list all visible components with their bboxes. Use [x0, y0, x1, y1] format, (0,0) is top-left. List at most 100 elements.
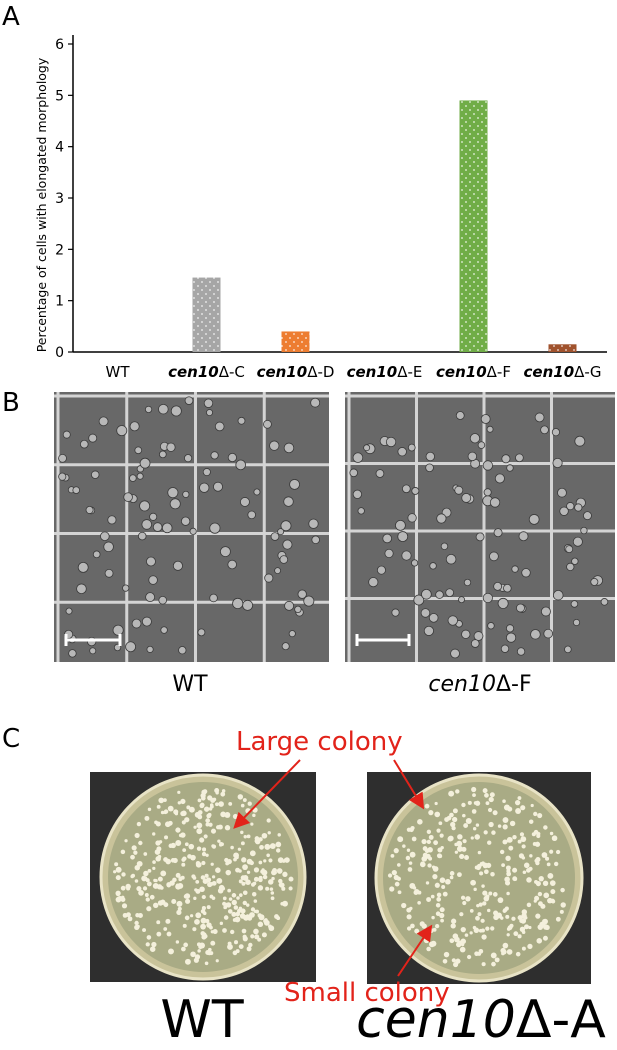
yeast-colony — [167, 805, 174, 812]
yeast-colony — [421, 838, 427, 845]
yeast-colony — [474, 834, 481, 840]
yeast-cell — [184, 454, 193, 463]
x-tick-label: cen10Δ-E — [347, 363, 423, 381]
yeast-colony — [230, 845, 234, 850]
yeast-colony — [242, 890, 248, 896]
yeast-colony — [258, 860, 263, 865]
yeast-cell — [182, 490, 190, 498]
yeast-colony — [145, 897, 150, 902]
yeast-colony — [508, 845, 514, 851]
yeast-colony — [434, 811, 441, 818]
yeast-colony — [195, 861, 201, 866]
yeast-cell — [445, 553, 457, 565]
yeast-colony — [409, 827, 414, 833]
yeast-colony — [121, 872, 126, 877]
x-tick-label: cen10Δ-F — [436, 363, 511, 381]
yeast-colony — [534, 895, 540, 901]
yeast-cell — [146, 556, 156, 567]
yeast-colony — [200, 917, 207, 924]
yeast-colony — [243, 835, 247, 839]
yeast-colony — [210, 862, 214, 866]
yeast-colony — [200, 923, 206, 930]
yeast-colony — [489, 792, 495, 798]
yeast-cell — [123, 492, 133, 502]
yeast-colony — [178, 877, 182, 882]
yeast-colony — [463, 823, 469, 828]
yeast-cell — [454, 485, 464, 495]
yeast-colony — [535, 913, 541, 919]
yeast-cell — [159, 450, 167, 459]
yeast-colony — [472, 826, 477, 831]
y-axis-label: Percentage of cells with elongated morph… — [34, 57, 49, 352]
yeast-colony — [541, 852, 548, 858]
yeast-cell — [564, 645, 572, 654]
yeast-colony — [200, 909, 206, 914]
yeast-colony — [505, 865, 511, 871]
yeast-colony — [389, 886, 395, 892]
yeast-colony — [247, 801, 252, 806]
yeast-colony — [427, 847, 433, 853]
yeast-colony — [181, 946, 186, 952]
yeast-colony — [426, 829, 432, 834]
yeast-colony — [146, 881, 152, 887]
yeast-colony — [490, 872, 495, 877]
yeast-cell — [506, 464, 514, 472]
yeast-colony — [521, 946, 526, 951]
yeast-colony — [175, 940, 180, 944]
yeast-cell — [282, 539, 293, 550]
yeast-colony — [512, 876, 518, 882]
yeast-colony — [266, 853, 270, 858]
yeast-colony — [212, 928, 218, 935]
yeast-colony — [452, 808, 458, 814]
yeast-colony — [152, 883, 159, 889]
yeast-colony — [238, 879, 243, 884]
yeast-colony — [470, 836, 474, 840]
yeast-colony — [209, 894, 214, 899]
yeast-colony — [206, 877, 212, 883]
yeast-colony — [268, 925, 275, 932]
yeast-colony — [120, 885, 126, 891]
yeast-colony — [122, 912, 128, 918]
yeast-colony — [502, 909, 507, 913]
yeast-colony — [145, 878, 150, 883]
y-tick-label: 2 — [55, 242, 64, 258]
yeast-colony — [481, 962, 486, 967]
yeast-cell — [428, 613, 439, 623]
yeast-cell — [352, 489, 363, 499]
yeast-colony — [523, 862, 530, 869]
yeast-colony — [455, 789, 460, 794]
y-tick-label: 0 — [55, 345, 64, 361]
yeast-cell — [411, 559, 419, 567]
yeast-colony — [526, 868, 531, 873]
yeast-cell — [283, 496, 294, 507]
yeast-colony — [176, 909, 182, 916]
yeast-colony — [233, 905, 239, 910]
yeast-colony — [549, 849, 554, 854]
yeast-colony — [512, 867, 518, 873]
micrograph-label-cen10-f: cen10Δ-F — [428, 672, 532, 697]
yeast-colony — [232, 950, 238, 956]
yeast-colony — [220, 811, 226, 818]
yeast-colony — [542, 935, 548, 941]
yeast-colony — [246, 946, 252, 952]
panel-letter-b: B — [2, 388, 20, 418]
yeast-colony — [271, 876, 275, 881]
yeast-colony — [433, 840, 439, 846]
yeast-cell — [580, 526, 588, 535]
yeast-colony — [181, 862, 186, 867]
yeast-colony — [461, 802, 466, 808]
yeast-colony — [117, 895, 123, 902]
yeast-colony — [215, 791, 219, 795]
yeast-colony — [252, 807, 258, 813]
yeast-colony — [542, 918, 548, 925]
yeast-colony — [473, 927, 480, 933]
yeast-cell — [534, 412, 545, 423]
yeast-colony — [253, 928, 259, 935]
yeast-colony — [422, 846, 428, 851]
yeast-colony — [396, 876, 401, 881]
yeast-cell — [559, 506, 569, 516]
yeast-colony — [215, 867, 221, 873]
yeast-cell — [288, 630, 296, 638]
yeast-colony — [447, 836, 453, 842]
yeast-colony — [175, 840, 182, 846]
